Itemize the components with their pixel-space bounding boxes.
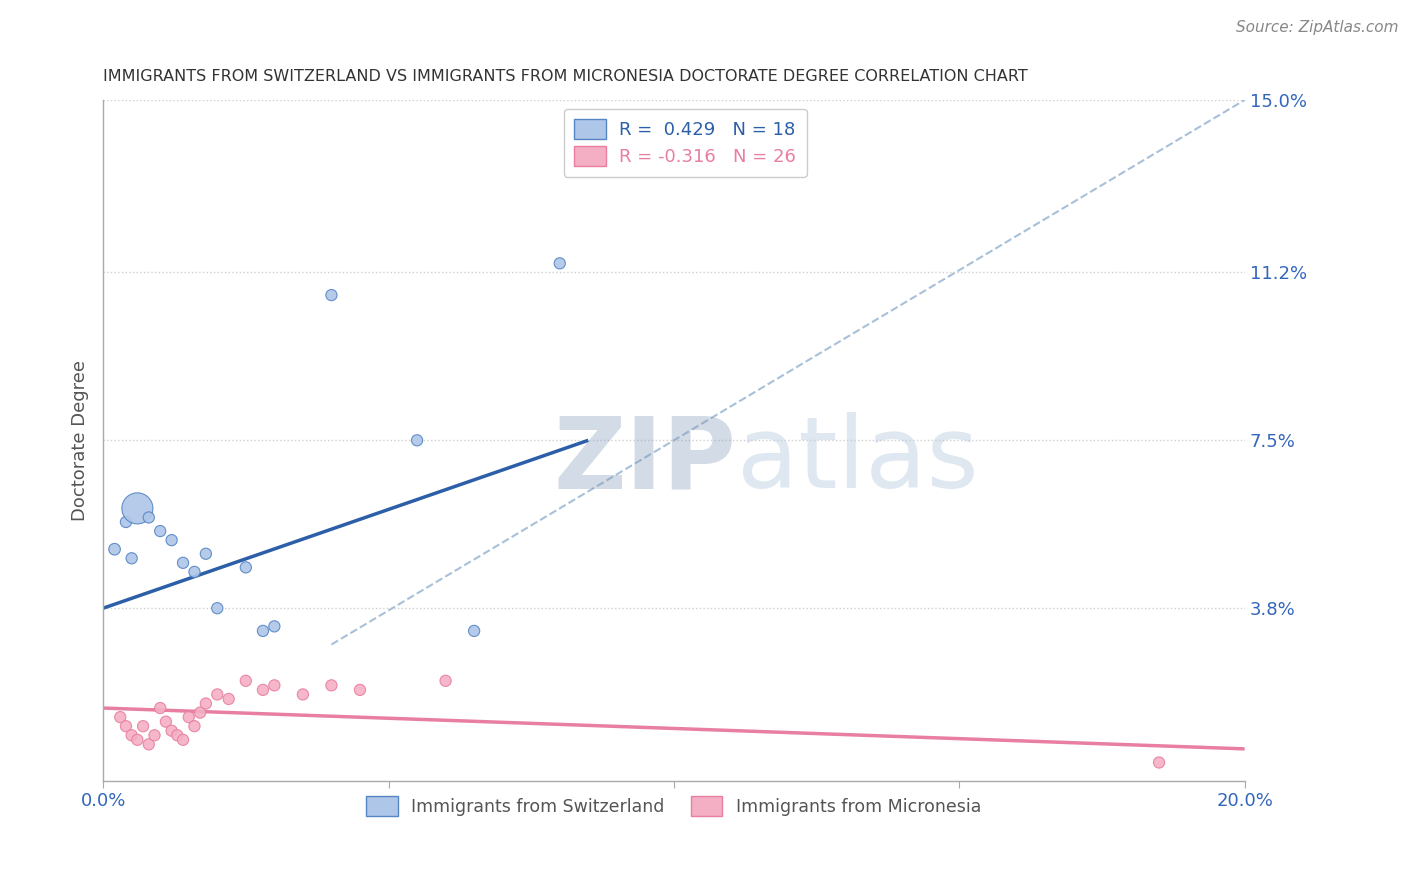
- Point: [252, 682, 274, 697]
- Text: IMMIGRANTS FROM SWITZERLAND VS IMMIGRANTS FROM MICRONESIA DOCTORATE DEGREE CORRE: IMMIGRANTS FROM SWITZERLAND VS IMMIGRANT…: [103, 69, 1028, 84]
- Point: [207, 688, 229, 702]
- Point: [235, 560, 257, 574]
- Legend: Immigrants from Switzerland, Immigrants from Micronesia: Immigrants from Switzerland, Immigrants …: [360, 789, 988, 823]
- Point: [155, 714, 177, 729]
- Point: [127, 732, 149, 747]
- Point: [166, 728, 188, 742]
- Point: [149, 701, 172, 715]
- Point: [263, 619, 285, 633]
- Point: [1147, 756, 1170, 770]
- Point: [183, 719, 205, 733]
- Point: [194, 547, 217, 561]
- Point: [434, 673, 457, 688]
- Point: [235, 673, 257, 688]
- Point: [115, 719, 138, 733]
- Text: ZIP: ZIP: [554, 412, 737, 509]
- Point: [121, 728, 143, 742]
- Text: Source: ZipAtlas.com: Source: ZipAtlas.com: [1236, 20, 1399, 35]
- Point: [103, 542, 125, 557]
- Point: [138, 737, 160, 751]
- Point: [115, 515, 138, 529]
- Point: [138, 510, 160, 524]
- Point: [160, 533, 183, 548]
- Point: [548, 256, 571, 270]
- Point: [463, 624, 485, 638]
- Point: [132, 719, 155, 733]
- Point: [143, 728, 166, 742]
- Point: [121, 551, 143, 566]
- Point: [406, 434, 429, 448]
- Point: [149, 524, 172, 538]
- Text: atlas: atlas: [737, 412, 979, 509]
- Y-axis label: Doctorate Degree: Doctorate Degree: [72, 359, 89, 521]
- Point: [172, 556, 194, 570]
- Point: [194, 697, 217, 711]
- Point: [183, 565, 205, 579]
- Point: [160, 723, 183, 738]
- Point: [321, 678, 343, 692]
- Point: [291, 688, 314, 702]
- Point: [349, 682, 371, 697]
- Point: [207, 601, 229, 615]
- Point: [263, 678, 285, 692]
- Point: [127, 501, 149, 516]
- Point: [110, 710, 132, 724]
- Point: [172, 732, 194, 747]
- Point: [252, 624, 274, 638]
- Point: [177, 710, 200, 724]
- Point: [218, 692, 240, 706]
- Point: [321, 288, 343, 302]
- Point: [188, 706, 211, 720]
